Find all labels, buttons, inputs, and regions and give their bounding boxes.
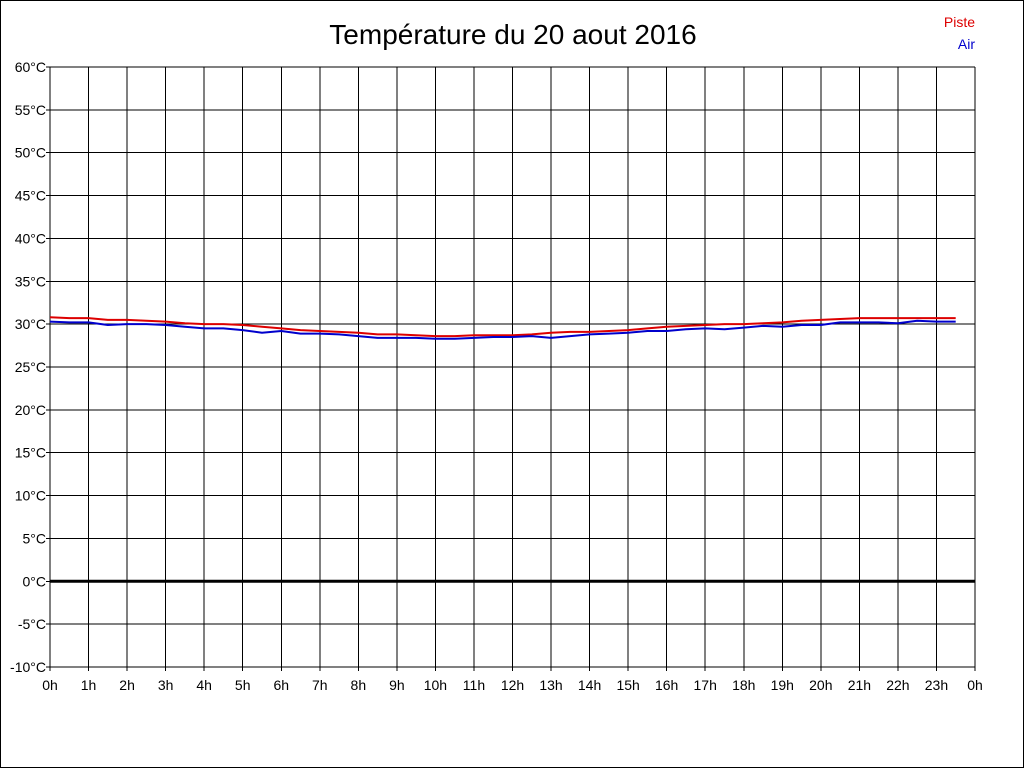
y-tick-label: 35°C [15,273,46,289]
x-tick-label: 0h [967,677,983,693]
x-tick-label: 5h [235,677,251,693]
y-tick-label: 50°C [15,145,46,161]
x-tick-label: 3h [158,677,174,693]
x-tick-label: 1h [81,677,97,693]
x-tick-label: 21h [848,677,871,693]
x-tick-label: 4h [196,677,212,693]
x-tick-label: 7h [312,677,328,693]
x-tick-label: 23h [925,677,948,693]
x-tick-label: 14h [578,677,601,693]
x-tick-label: 6h [273,677,289,693]
legend-entry-piste: Piste [943,14,975,30]
series-line-piste [49,316,956,338]
series-line-air [49,319,956,340]
x-tick-label: 2h [119,677,135,693]
y-tick-label: 20°C [15,402,46,418]
x-tick-label: 22h [886,677,909,693]
x-tick-label: 0h [42,677,58,693]
x-tick-label: 15h [616,677,639,693]
x-tick-label: 10h [424,677,447,693]
y-tick-label: -5°C [18,616,46,632]
x-tick-label: 20h [809,677,832,693]
chart-title: Température du 20 aout 2016 [329,19,697,50]
legend-entry-air: Air [957,36,975,52]
y-tick-label: 25°C [15,359,46,375]
y-tick-label: 10°C [15,488,46,504]
x-tick-label: 18h [732,677,755,693]
x-tick-label: 16h [655,677,678,693]
y-tick-label: 30°C [15,316,46,332]
y-tick-label: 55°C [15,102,46,118]
x-tick-label: 17h [694,677,717,693]
x-tick-label: 19h [771,677,794,693]
y-tick-label: 45°C [15,188,46,204]
y-tick-label: -10°C [10,659,46,675]
x-tick-label: 12h [501,677,524,693]
x-tick-label: 8h [351,677,367,693]
x-tick-label: 13h [539,677,562,693]
x-tick-label: 9h [389,677,405,693]
y-tick-label: 60°C [15,59,46,75]
y-tick-label: 15°C [15,445,46,461]
x-tick-label: 11h [463,677,485,693]
y-tick-label: 0°C [23,573,47,589]
y-tick-label: 5°C [23,530,47,546]
y-tick-label: 40°C [15,230,46,246]
